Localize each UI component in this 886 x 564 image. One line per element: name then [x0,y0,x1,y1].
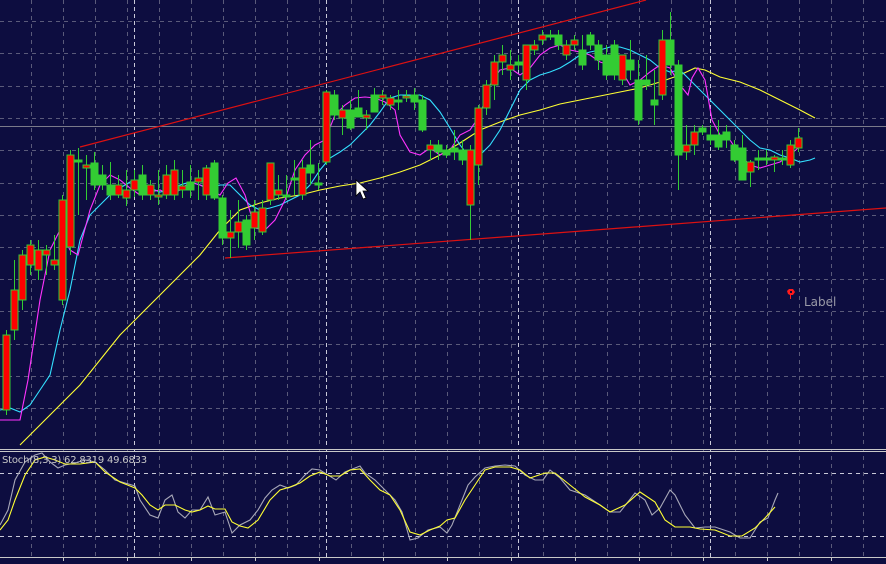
trendlines[interactable] [79,0,886,259]
mouse-cursor-icon [355,179,370,200]
moving-averages [0,44,816,446]
text-label-object[interactable]: Label [804,295,837,309]
candles [2,12,803,415]
stochastic-indicator-label: Stoch(8,3,3) 62.8319 49.6833 [2,455,147,466]
label-pin-icon[interactable] [786,288,796,300]
stochastic-panel [0,452,779,541]
